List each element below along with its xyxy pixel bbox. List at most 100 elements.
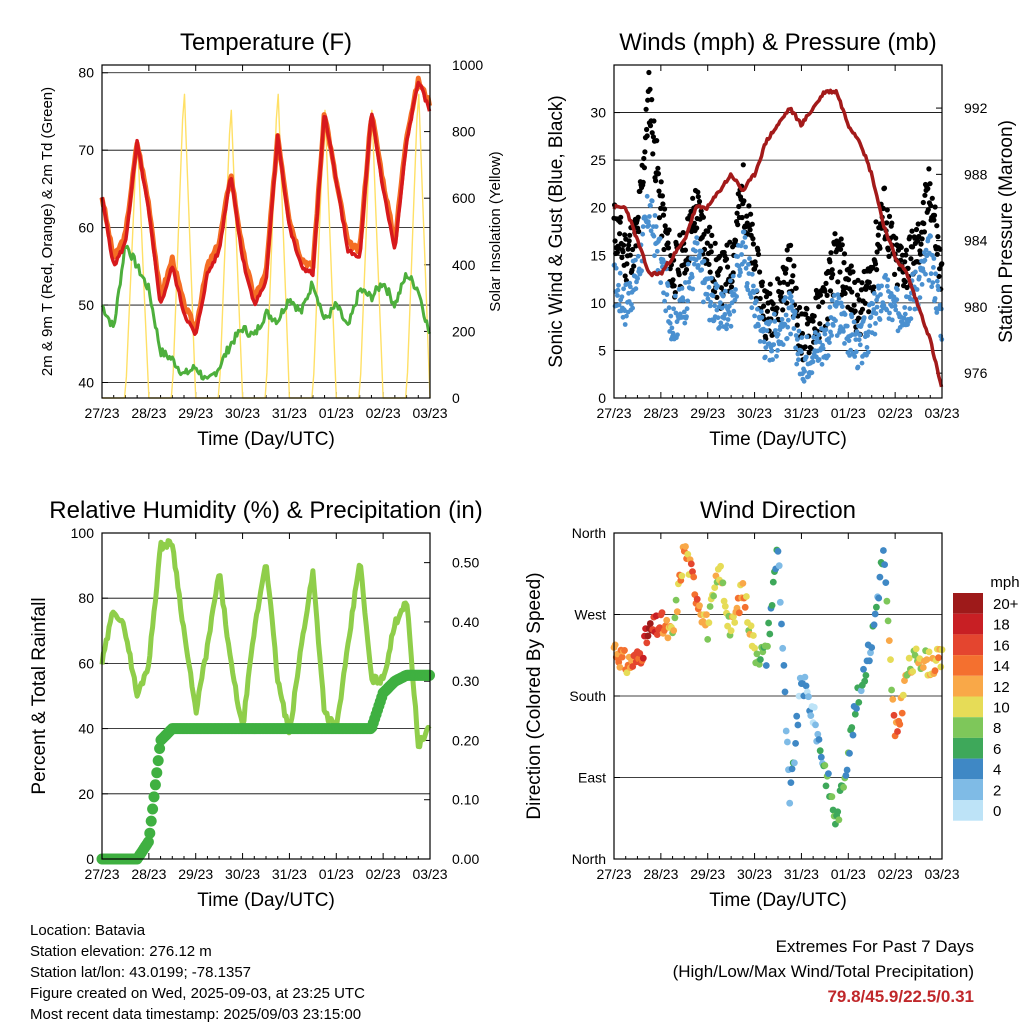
direction-point (750, 632, 757, 639)
wind-point (686, 279, 692, 285)
legend-swatch (953, 779, 983, 800)
wind-point (712, 303, 717, 309)
wind-point (859, 360, 865, 366)
wind-point (754, 288, 760, 293)
gust-point (779, 289, 785, 296)
wind-point (694, 240, 700, 246)
y-tick-label: 80 (78, 65, 94, 81)
direction-point (870, 621, 878, 629)
wind-point (726, 303, 732, 309)
wind-point (682, 320, 688, 326)
wind-point (738, 269, 743, 275)
wind-point (868, 314, 874, 320)
gust-point (746, 203, 752, 209)
gust-point (708, 249, 714, 255)
gust-point (698, 208, 704, 214)
gust-point (755, 247, 761, 253)
y-tick-label: 100 (71, 525, 95, 541)
wind-point (647, 214, 652, 219)
direction-point (862, 672, 870, 679)
wind-point (884, 307, 890, 313)
wind-point (717, 300, 723, 306)
wind-point (689, 274, 695, 280)
gust-point (619, 254, 625, 261)
wind-point (823, 327, 829, 333)
wind-point (895, 328, 901, 334)
direction-point (805, 693, 812, 701)
wind-point (908, 316, 914, 322)
wind-point (794, 337, 800, 342)
gust-point (902, 279, 908, 285)
gust-point (617, 219, 623, 225)
gust-point (816, 304, 822, 310)
wind-point (877, 317, 883, 322)
gust-point (682, 247, 689, 253)
wind-point (706, 284, 712, 290)
wind-point (929, 284, 935, 290)
wind-point (759, 315, 765, 320)
wind-point (761, 339, 767, 345)
wind-point (857, 342, 863, 348)
direction-point (801, 673, 809, 681)
wind-point (662, 298, 667, 304)
direction-point (868, 644, 876, 651)
wind-point (693, 248, 698, 254)
gust-point (629, 267, 635, 273)
direction-point (792, 740, 799, 747)
wind-point (923, 247, 929, 253)
wind-point (874, 304, 880, 310)
extremes-title: Extremes For Past 7 Days (775, 937, 974, 956)
series-dewpoint (100, 244, 431, 381)
gust-point (874, 267, 880, 273)
gust-point (614, 249, 621, 255)
gust-point (680, 230, 686, 236)
wind-point (721, 315, 727, 321)
direction-point (741, 603, 749, 611)
direction-point (670, 627, 678, 634)
gust-point (750, 236, 756, 242)
wind-point (728, 278, 733, 284)
direction-point (857, 687, 865, 695)
direction-point (743, 593, 750, 600)
direction-point (724, 622, 731, 630)
gust-point (929, 195, 935, 201)
wind-point (715, 283, 720, 289)
wind-point (743, 265, 749, 271)
wind-point (722, 312, 728, 317)
direction-point (643, 639, 651, 647)
direction-point (710, 592, 717, 600)
gust-point (741, 198, 747, 204)
series-gust (611, 69, 945, 363)
gust-point (908, 256, 914, 262)
wind-point (649, 198, 655, 204)
station-latlon: Station lat/lon: 43.0199; -78.1357 (30, 964, 252, 981)
gust-point (645, 97, 651, 103)
wind-point (769, 348, 775, 354)
gust-point (841, 260, 847, 266)
wind-point (749, 305, 755, 311)
wind-point (658, 280, 664, 286)
wind-point (829, 333, 834, 338)
direction-point (731, 619, 739, 626)
wind-point (803, 354, 809, 360)
direction-point (899, 691, 907, 699)
wind-point (680, 298, 686, 303)
gust-point (747, 227, 753, 233)
gust-point (889, 220, 895, 226)
gust-point (624, 261, 630, 267)
direction-point (901, 677, 908, 684)
gust-point (718, 285, 725, 291)
direction-point (825, 770, 832, 777)
wind-point (665, 283, 671, 288)
wind-point (705, 296, 711, 302)
legend-label: 0 (993, 803, 1001, 820)
gust-point (791, 263, 797, 269)
direction-point (814, 730, 822, 738)
wind-point (871, 307, 877, 312)
plot-frame (101, 532, 431, 860)
legend-label: 4 (993, 762, 1001, 779)
direction-point (788, 765, 796, 773)
x-tick-label: 01/23 (319, 405, 354, 421)
direction-point (885, 637, 893, 644)
wind-point (746, 262, 751, 267)
